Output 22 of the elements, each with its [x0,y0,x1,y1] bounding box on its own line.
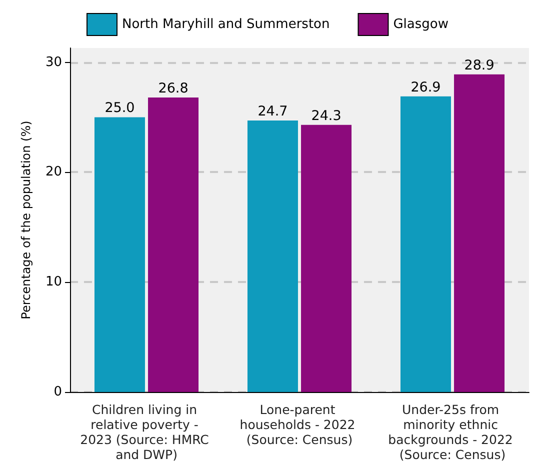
legend-label: North Maryhill and Summerston [122,17,330,32]
bar [301,124,352,392]
data-label: 26.8 [158,80,188,96]
bar [94,117,145,392]
x-tick-label: Lone-parent households - 2022 (Source: Census) [240,402,360,447]
bar [400,96,451,392]
data-label: 24.3 [311,108,342,124]
data-label: 24.7 [258,104,288,120]
x-tick-label: Under-25s from minority ethnic backgrounds - 2022 (Source: Census) [388,402,517,462]
x-tick-label: Children living in relative poverty - 2023 (Source: HMRC and DWP) [80,402,213,462]
y-tick-label: 20 [45,164,62,180]
bar [247,120,298,392]
bar [454,74,505,392]
y-tick-label: 10 [45,274,62,290]
data-label: 26.9 [410,79,441,96]
y-tick-label: 30 [45,54,62,70]
y-tick-label: 0 [54,384,62,400]
legend-label: Glasgow [393,17,449,32]
data-label: 25.0 [104,100,135,116]
data-label: 28.9 [464,57,494,74]
bar [148,97,199,392]
y-axis-title: Percentage of the population (%) [19,120,33,320]
